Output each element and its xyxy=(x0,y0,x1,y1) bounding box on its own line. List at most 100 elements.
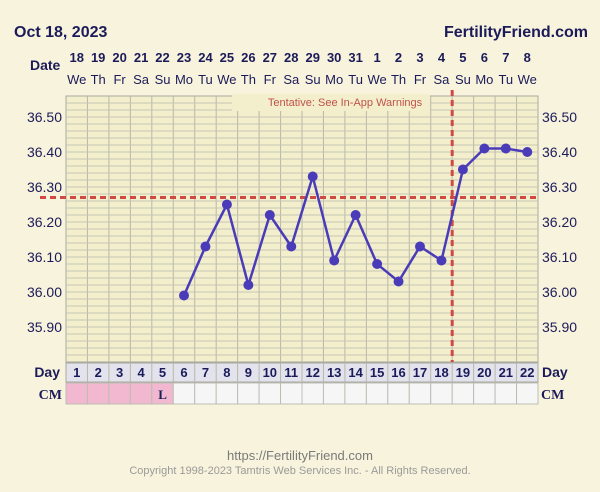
date-label: 18 xyxy=(69,50,83,65)
date-label: 6 xyxy=(481,50,488,65)
weekday-label: Mo xyxy=(175,72,193,87)
brand-title: FertilityFriend.com xyxy=(444,24,588,41)
y-tick-label-right: 36.40 xyxy=(542,144,577,160)
date-label: 21 xyxy=(134,50,148,65)
cycle-day-number: 17 xyxy=(413,365,427,380)
temperature-point[interactable] xyxy=(243,280,254,290)
footer-url[interactable]: https://FertilityFriend.com xyxy=(227,448,373,463)
cm-row-label-right: CM xyxy=(541,388,564,403)
date-row-label: Date xyxy=(30,57,61,73)
cm-cell[interactable] xyxy=(365,382,389,405)
temperature-point[interactable] xyxy=(286,241,297,252)
weekday-label: We xyxy=(367,72,386,87)
date-header-row: 18We19Th20Fr21Sa22Su23Mo24Tu25We26Th27Fr… xyxy=(67,50,537,87)
cm-cell[interactable] xyxy=(237,382,260,405)
temperature-point[interactable] xyxy=(415,241,425,252)
date-label: 20 xyxy=(112,50,126,65)
date-label: 31 xyxy=(348,50,362,65)
cm-cell[interactable] xyxy=(280,382,303,405)
day-row-label-right: Day xyxy=(542,364,568,380)
cm-cell[interactable] xyxy=(516,382,539,405)
cm-entry-text: L xyxy=(158,387,167,402)
y-tick-label-right: 36.10 xyxy=(542,249,577,265)
weekday-label: Su xyxy=(455,72,471,87)
tentative-warning: Tentative: See In-App Warnings xyxy=(232,94,430,111)
cycle-day-number: 4 xyxy=(137,365,145,380)
temperature-point[interactable] xyxy=(264,210,275,220)
cm-cell[interactable] xyxy=(430,382,453,405)
cm-cell[interactable] xyxy=(344,382,367,405)
temperature-point[interactable] xyxy=(436,255,447,266)
cm-cell[interactable] xyxy=(387,382,410,405)
day-row-label-left: Day xyxy=(34,364,60,380)
temperature-point[interactable] xyxy=(200,241,211,252)
cm-cell[interactable] xyxy=(322,382,346,405)
cycle-day-number: 14 xyxy=(348,365,363,380)
cycle-day-number: 6 xyxy=(180,365,187,380)
cervical-mucus-row: L CM CM xyxy=(39,382,564,405)
y-tick-label-right: 35.90 xyxy=(542,319,577,335)
weekday-label: Sa xyxy=(434,72,451,87)
temperature-point[interactable] xyxy=(221,199,232,210)
cm-cell[interactable] xyxy=(473,382,496,405)
y-tick-label-right: 36.50 xyxy=(542,109,577,125)
cycle-day-number: 21 xyxy=(499,365,513,380)
cm-cell[interactable] xyxy=(129,382,153,405)
temperature-point[interactable] xyxy=(307,171,318,182)
cm-cell[interactable] xyxy=(172,382,196,405)
cycle-day-number: 7 xyxy=(202,365,209,380)
cm-cell[interactable] xyxy=(194,382,217,405)
date-label: 7 xyxy=(502,50,509,65)
date-label: 22 xyxy=(155,50,169,65)
cycle-day-number: 8 xyxy=(223,365,230,380)
weekday-label: Mo xyxy=(325,72,343,87)
temperature-point[interactable] xyxy=(372,259,383,269)
temperature-point[interactable] xyxy=(522,147,533,157)
date-label: 19 xyxy=(91,50,105,65)
temperature-point[interactable] xyxy=(393,276,404,287)
temperature-point[interactable] xyxy=(479,143,490,154)
y-tick-label-right: 36.30 xyxy=(542,179,577,195)
temperature-point[interactable] xyxy=(179,290,189,301)
date-label: 3 xyxy=(416,50,423,65)
cycle-day-number: 19 xyxy=(456,365,470,380)
y-tick-label-left: 36.40 xyxy=(27,144,62,160)
y-tick-label-left: 36.20 xyxy=(27,214,62,230)
temperature-point[interactable] xyxy=(350,210,361,220)
cycle-day-number: 12 xyxy=(305,365,319,380)
date-label: 24 xyxy=(198,50,213,65)
cm-cell[interactable] xyxy=(108,382,131,405)
cycle-day-number: 10 xyxy=(263,365,277,380)
cm-cell[interactable] xyxy=(258,382,282,405)
y-tick-label-right: 36.20 xyxy=(542,214,577,230)
cm-cell[interactable] xyxy=(65,382,88,405)
cm-cell[interactable] xyxy=(86,382,110,405)
temperature-point[interactable] xyxy=(500,143,511,154)
cycle-day-number: 13 xyxy=(327,365,341,380)
weekday-label: Su xyxy=(305,72,321,87)
weekday-label: Fr xyxy=(264,72,277,87)
temperature-point[interactable] xyxy=(457,164,468,175)
cm-cell[interactable] xyxy=(408,382,432,405)
cm-cell[interactable] xyxy=(301,382,324,405)
cycle-day-number: 18 xyxy=(434,365,448,380)
weekday-label: Fr xyxy=(414,72,427,87)
date-label: 29 xyxy=(305,50,319,65)
date-label: 28 xyxy=(284,50,298,65)
cm-row-label-left: CM xyxy=(39,388,62,403)
weekday-label: Th xyxy=(91,72,106,87)
date-label: 5 xyxy=(459,50,466,65)
weekday-label: Th xyxy=(391,72,406,87)
cm-cell[interactable] xyxy=(494,382,518,405)
tentative-warning-text: Tentative: See In-App Warnings xyxy=(268,97,423,109)
temperature-point[interactable] xyxy=(329,255,340,266)
cycle-day-number: 16 xyxy=(391,365,405,380)
plot-area xyxy=(65,95,539,363)
cm-cell[interactable] xyxy=(451,382,475,405)
date-label: 26 xyxy=(241,50,255,65)
cycle-day-number: 22 xyxy=(520,365,534,380)
cm-cell[interactable] xyxy=(215,382,239,405)
y-tick-label-left: 36.00 xyxy=(27,284,62,300)
date-label: 23 xyxy=(177,50,191,65)
